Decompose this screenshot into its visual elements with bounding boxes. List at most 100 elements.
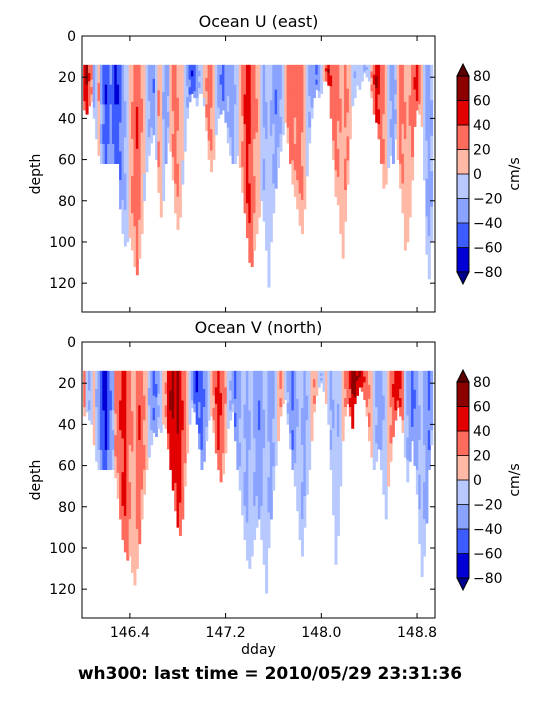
heatmap-cell bbox=[329, 107, 333, 119]
heatmap-cell bbox=[348, 109, 352, 125]
heatmap-cell bbox=[171, 466, 175, 491]
heatmap-cell bbox=[372, 94, 376, 105]
heatmap-cell bbox=[128, 519, 132, 557]
heatmap-cell bbox=[178, 502, 182, 536]
heatmap-cell bbox=[394, 79, 398, 95]
heatmap-cell bbox=[327, 68, 331, 74]
colorbar-label: cm/s bbox=[507, 463, 523, 496]
heatmap-cell bbox=[126, 100, 130, 136]
heatmap-cell bbox=[267, 153, 271, 199]
heatmap-cell bbox=[229, 64, 233, 84]
heatmap-cell bbox=[308, 80, 312, 97]
heatmap-cell bbox=[131, 451, 135, 493]
heatmap-cell bbox=[399, 64, 403, 90]
heatmap-cell bbox=[154, 410, 158, 424]
heatmap-cell bbox=[418, 64, 422, 76]
heatmap-cell bbox=[281, 390, 285, 398]
heatmap-cell bbox=[90, 402, 94, 414]
heatmap-cell bbox=[95, 443, 99, 462]
heatmap-cell bbox=[119, 430, 123, 461]
heatmap-cell bbox=[174, 426, 178, 456]
heatmap-cell bbox=[169, 82, 173, 100]
heatmap-cell bbox=[169, 370, 173, 391]
heatmap-cell bbox=[401, 370, 405, 384]
heatmap-cell bbox=[413, 89, 417, 103]
heatmap-cell bbox=[171, 394, 175, 419]
heatmap-cell bbox=[97, 370, 101, 391]
colorbar-segment bbox=[457, 529, 469, 554]
heatmap-cell bbox=[344, 370, 348, 381]
heatmap-cell bbox=[114, 104, 118, 125]
heatmap-cell bbox=[138, 64, 142, 104]
heatmap-cell bbox=[346, 112, 350, 137]
heatmap-cell bbox=[102, 390, 106, 411]
heatmap-cell bbox=[382, 370, 386, 396]
heatmap-cell bbox=[85, 74, 89, 85]
heatmap-cell bbox=[329, 86, 333, 98]
heatmap-cell bbox=[123, 64, 127, 102]
heatmap-cell bbox=[281, 370, 285, 378]
heatmap-cell bbox=[396, 102, 400, 122]
heatmap-cell bbox=[83, 101, 87, 111]
heatmap-cell bbox=[224, 387, 228, 405]
heatmap-cell bbox=[425, 431, 429, 463]
heatmap-cell bbox=[154, 140, 158, 160]
y-tick-label: 60 bbox=[58, 459, 76, 475]
heatmap-cell bbox=[131, 176, 135, 214]
heatmap-cell bbox=[85, 403, 89, 413]
heatmap-cell bbox=[365, 67, 369, 71]
heatmap-cell bbox=[262, 448, 266, 488]
heatmap-cell bbox=[300, 407, 304, 446]
heatmap-cell bbox=[391, 143, 395, 164]
heatmap-cell bbox=[226, 111, 230, 128]
heatmap-cell bbox=[195, 413, 199, 425]
x-tick-label: 147.2 bbox=[206, 625, 246, 641]
heatmap-cell bbox=[336, 502, 340, 536]
y-tick-label: 120 bbox=[49, 582, 76, 598]
heatmap-cell bbox=[312, 379, 316, 388]
heatmap-cell bbox=[406, 437, 410, 461]
heatmap-cell bbox=[207, 121, 211, 141]
heatmap-cell bbox=[401, 64, 405, 95]
heatmap-cell bbox=[85, 94, 89, 105]
heatmap-cell bbox=[99, 104, 103, 125]
heatmap-cell bbox=[119, 370, 123, 401]
heatmap-cell bbox=[262, 370, 266, 410]
heatmap-cell bbox=[133, 145, 137, 187]
heatmap-cell bbox=[87, 64, 91, 74]
heatmap-cell bbox=[99, 84, 103, 105]
heatmap-cell bbox=[389, 82, 393, 102]
heatmap-cell bbox=[284, 388, 288, 395]
heatmap-cell bbox=[327, 402, 331, 414]
heatmap-cell bbox=[284, 376, 288, 383]
heatmap-cell bbox=[145, 430, 149, 451]
heatmap-cell bbox=[260, 119, 264, 147]
heatmap-cell bbox=[401, 383, 405, 396]
heatmap-cell bbox=[377, 417, 381, 434]
heatmap-cell bbox=[207, 390, 211, 401]
heatmap-cell bbox=[367, 78, 371, 82]
heatmap-cell bbox=[298, 193, 302, 226]
heatmap-cell bbox=[387, 416, 391, 441]
heatmap-cell bbox=[176, 97, 180, 132]
heatmap-cell bbox=[222, 101, 225, 111]
heatmap-cell bbox=[145, 86, 149, 108]
heatmap-cell bbox=[102, 370, 106, 391]
heatmap-cell bbox=[341, 412, 345, 428]
heatmap-cell bbox=[348, 94, 352, 110]
heatmap-cell bbox=[99, 64, 103, 85]
colorbar-segment bbox=[457, 223, 469, 248]
heatmap-cell bbox=[324, 78, 328, 82]
heatmap-cell bbox=[305, 469, 309, 495]
heatmap-cell bbox=[83, 64, 87, 75]
heatmap-cell bbox=[403, 101, 407, 140]
heatmap-cell bbox=[418, 104, 422, 115]
heatmap-cell bbox=[233, 64, 237, 85]
heatmap-cell bbox=[427, 449, 431, 470]
heatmap-cell bbox=[334, 525, 338, 565]
heatmap-cell bbox=[186, 64, 190, 76]
heatmap-cell bbox=[370, 71, 374, 79]
heatmap-cell bbox=[255, 402, 259, 434]
heatmap-cell bbox=[131, 532, 135, 573]
heatmap-cell bbox=[233, 104, 237, 125]
